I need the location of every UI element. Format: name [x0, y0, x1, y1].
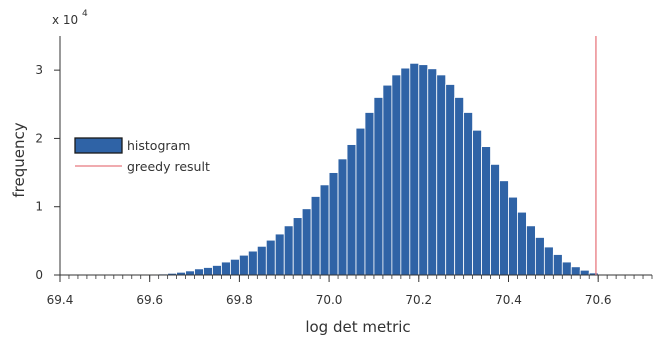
histogram-bar — [185, 270, 195, 276]
histogram-bar — [534, 237, 545, 276]
histogram-bar — [454, 97, 465, 276]
histogram-bar — [391, 74, 402, 276]
histogram-bar — [481, 146, 491, 276]
histogram-bar — [265, 239, 276, 276]
histogram-bar — [561, 261, 572, 276]
histogram-bar — [490, 163, 500, 276]
histogram-bar — [346, 144, 357, 276]
bars-layer — [140, 62, 599, 276]
legend: histogram greedy result — [74, 137, 210, 174]
y-tick-label: 1 — [35, 200, 43, 214]
y-multiplier-label: x 10 — [52, 13, 78, 27]
legend-greedy-result-label: greedy result — [127, 159, 210, 174]
y-multiplier-exponent: 4 — [82, 9, 88, 19]
y-tick-label: 2 — [35, 131, 43, 145]
histogram-bar — [328, 172, 339, 276]
histogram-bar — [238, 254, 249, 276]
histogram-bar — [436, 74, 447, 276]
x-tick-label: 69.4 — [47, 293, 74, 307]
histogram-bar — [543, 246, 554, 276]
histogram-bar — [292, 217, 303, 276]
histogram-bar — [579, 269, 590, 276]
histogram-bar — [373, 97, 384, 276]
ticks-layer: 69.4 69.6 69.8 70.0 70.2 70.4 70.6 0 1 2 3 — [35, 63, 653, 307]
histogram-bar — [301, 208, 312, 276]
x-tick-label: 70.4 — [495, 293, 522, 307]
histogram-bar — [552, 254, 563, 276]
histogram-bar — [472, 129, 482, 276]
histogram-bar — [355, 127, 366, 276]
histogram-bar — [463, 112, 474, 276]
histogram-bar — [499, 180, 509, 276]
histogram-bar — [517, 211, 527, 276]
histogram-bar — [194, 268, 204, 276]
x-tick-label: 69.6 — [136, 293, 163, 307]
histogram-bar — [418, 64, 429, 276]
histogram-bar — [247, 250, 258, 276]
histogram-bar — [310, 196, 321, 276]
histogram-bar — [570, 266, 581, 276]
x-axis-label: log det metric — [305, 318, 410, 336]
y-tick-label: 3 — [35, 63, 43, 77]
histogram-bar — [256, 245, 267, 276]
x-tick-label: 70.0 — [316, 293, 343, 307]
legend-histogram-label: histogram — [127, 138, 190, 153]
histogram-bar — [427, 68, 438, 276]
y-axis-label: frequency — [10, 122, 28, 197]
histogram-bar — [283, 225, 294, 276]
histogram-bar — [319, 184, 330, 276]
y-tick-label: 0 — [35, 268, 43, 282]
histogram-bar — [400, 67, 411, 276]
histogram-bar — [445, 84, 456, 276]
histogram-bar — [274, 233, 285, 276]
histogram-bar — [337, 158, 348, 276]
legend-histogram-swatch — [74, 137, 123, 154]
x-tick-label: 70.6 — [585, 293, 612, 307]
histogram-bar — [526, 225, 536, 276]
histogram-bar — [230, 258, 240, 276]
x-tick-label: 69.8 — [226, 293, 253, 307]
histogram-bar — [212, 265, 222, 276]
histogram-bar — [508, 196, 518, 276]
histogram-bar — [221, 261, 231, 276]
histogram-bar — [382, 84, 393, 276]
histogram-bar — [409, 62, 420, 276]
x-tick-label: 70.2 — [405, 293, 432, 307]
histogram-bar — [203, 267, 213, 276]
histogram-bar — [364, 112, 375, 276]
